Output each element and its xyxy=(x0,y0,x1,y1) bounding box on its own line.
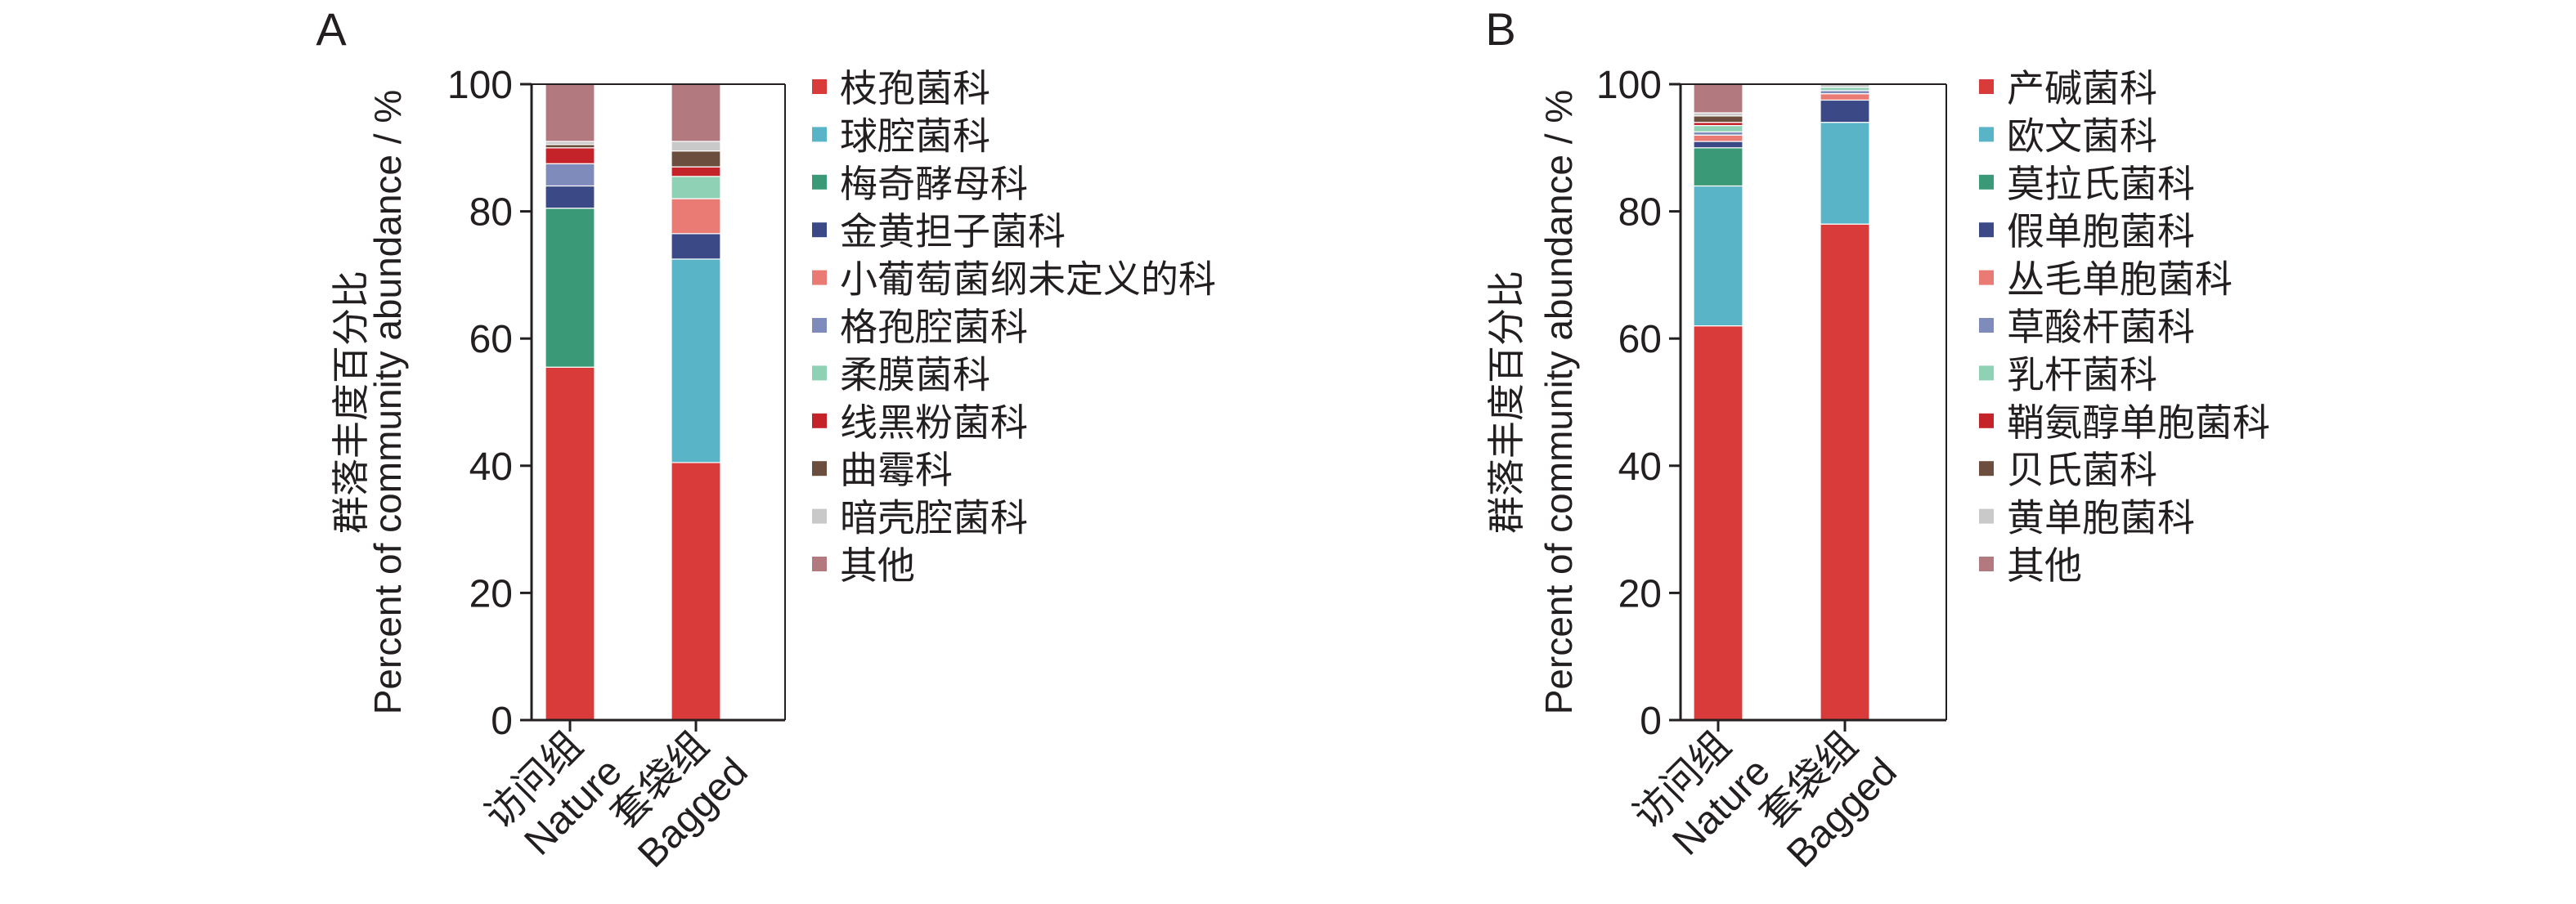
bar-segment xyxy=(1693,124,1744,132)
y-tick-label: 60 xyxy=(469,318,513,361)
legend-label: 枝孢菌科 xyxy=(840,67,990,110)
bar-segment xyxy=(1820,93,1870,101)
legend-swatch xyxy=(1979,508,1994,524)
legend-swatch xyxy=(1979,318,1994,333)
legend-swatch xyxy=(1979,222,1994,238)
bar-segment xyxy=(671,141,721,152)
legend-swatch xyxy=(812,557,827,571)
legend-swatch xyxy=(1979,413,1994,428)
y-tick-label: 20 xyxy=(1618,572,1662,615)
legend-label: 丛毛单胞菌科 xyxy=(2007,258,2233,301)
legend-label: 线黑粉菌科 xyxy=(840,401,1028,444)
bar-segment xyxy=(1693,115,1744,123)
y-axis-title-cn: 群落丰度百分比 xyxy=(330,271,372,534)
legend-label: 莫拉氏菌科 xyxy=(2007,163,2195,205)
bar-segment xyxy=(1693,141,1744,149)
bar-segment xyxy=(1693,147,1744,187)
y-tick-label: 20 xyxy=(469,572,513,615)
legend-label: 金黄担子菌科 xyxy=(840,210,1066,253)
y-tick-label: 40 xyxy=(469,445,513,489)
bar-segment xyxy=(671,176,721,199)
legend-label: 曲霉科 xyxy=(840,449,953,491)
legend-swatch xyxy=(1979,270,1994,285)
legend-swatch xyxy=(1979,174,1994,190)
legend-swatch xyxy=(812,365,827,381)
bar-segment xyxy=(1693,185,1744,327)
y-tick-label: 100 xyxy=(447,64,513,107)
legend-swatch xyxy=(812,318,827,333)
panel-label: B xyxy=(1485,3,1515,55)
bar-segment xyxy=(1820,122,1870,225)
legend-label: 其他 xyxy=(840,544,915,587)
bar-segment xyxy=(1693,83,1744,114)
bar-segment xyxy=(545,208,595,368)
legend-label: 草酸杆菌科 xyxy=(2007,306,2195,348)
legend-label: 小葡萄菌纲未定义的科 xyxy=(840,258,1216,301)
legend-label: 梅奇酵母科 xyxy=(840,163,1028,205)
legend-swatch xyxy=(812,508,827,524)
bar-segment xyxy=(671,258,721,463)
legend-swatch xyxy=(812,270,827,285)
bar-segment xyxy=(545,366,595,721)
legend-label: 假单胞菌科 xyxy=(2007,210,2195,253)
y-tick-label: 100 xyxy=(1596,64,1662,107)
legend-label: 格孢腔菌科 xyxy=(840,306,1028,348)
legend-label: 暗壳腔菌科 xyxy=(840,497,1028,539)
legend-swatch xyxy=(812,174,827,190)
legend-swatch xyxy=(812,127,827,142)
legend-swatch xyxy=(1979,127,1994,142)
chart-panel-b: B 群落丰度百分比 Percent of community abundance /… xyxy=(1485,3,2270,876)
legend-swatch xyxy=(1979,557,1994,571)
legend-label: 产碱菌科 xyxy=(2007,67,2157,110)
bar-segment xyxy=(545,163,595,187)
bar-segment xyxy=(545,185,595,209)
legend-swatch xyxy=(1979,365,1994,381)
legend-label: 柔膜菌科 xyxy=(840,353,990,396)
bar-segment xyxy=(1693,134,1744,142)
bar-segment xyxy=(545,83,595,142)
y-tick-label: 0 xyxy=(1640,700,1662,743)
legend-label: 鞘氨醇单胞菌科 xyxy=(2007,401,2270,444)
panel-label: A xyxy=(316,3,347,55)
legend-label: 球腔菌科 xyxy=(840,114,990,157)
y-tick-label: 0 xyxy=(491,700,513,743)
y-axis-title-en: Percent of community abundance / % xyxy=(1537,90,1580,715)
y-axis-title-en: Percent of community abundance / % xyxy=(366,90,409,715)
bar-segment xyxy=(671,83,721,142)
y-axis-title-cn: 群落丰度百分比 xyxy=(1485,271,1528,534)
legend-swatch xyxy=(812,461,827,477)
bar-segment xyxy=(671,150,721,168)
bar-segment xyxy=(671,166,721,177)
bar-segment xyxy=(545,147,595,164)
legend-label: 贝氏菌科 xyxy=(2007,449,2157,491)
bar-segment xyxy=(671,233,721,260)
bar-segment xyxy=(671,198,721,235)
bar-segment xyxy=(1820,223,1870,721)
legend-label: 乳杆菌科 xyxy=(2007,353,2157,396)
bar-segment xyxy=(671,462,721,721)
legend-swatch xyxy=(812,79,827,94)
legend-swatch xyxy=(1979,461,1994,477)
legend-swatch xyxy=(812,222,827,238)
y-tick-label: 80 xyxy=(469,191,513,235)
legend-swatch xyxy=(1979,79,1994,94)
y-tick-label: 60 xyxy=(1618,318,1662,361)
legend-swatch xyxy=(812,413,827,428)
bar-segment xyxy=(1693,325,1744,721)
legend-label: 欧文菌科 xyxy=(2007,114,2157,157)
legend-label: 黄单胞菌科 xyxy=(2007,497,2195,539)
bar-segment xyxy=(1820,99,1870,123)
y-tick-label: 80 xyxy=(1618,191,1662,235)
legend-label: 其他 xyxy=(2007,544,2082,587)
y-tick-label: 40 xyxy=(1618,445,1662,489)
